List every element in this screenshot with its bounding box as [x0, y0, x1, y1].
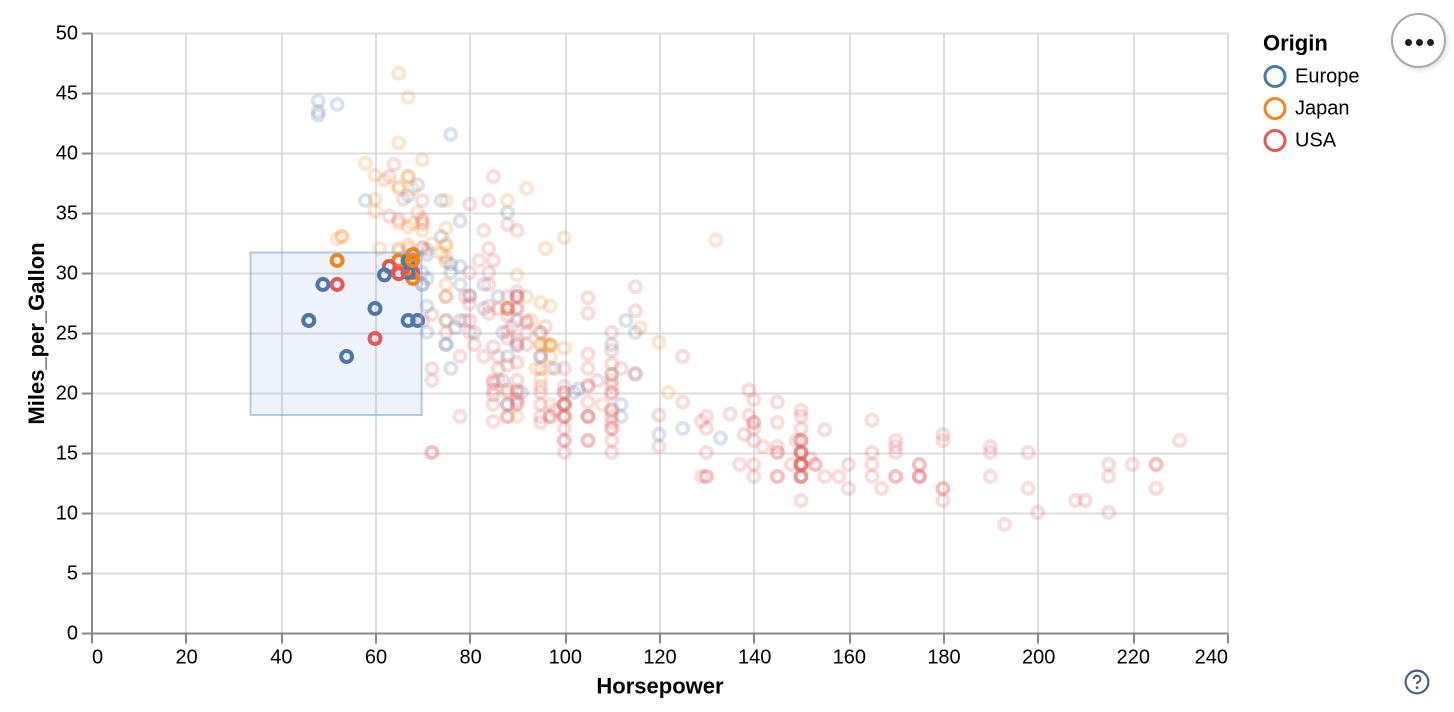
svg-text:Miles_per_Gallon: Miles_per_Gallon — [24, 242, 49, 424]
svg-text:180: 180 — [927, 647, 960, 669]
svg-text:0: 0 — [67, 623, 78, 645]
svg-text:Japan: Japan — [1295, 98, 1350, 120]
svg-text:5: 5 — [67, 563, 78, 585]
svg-text:35: 35 — [56, 203, 78, 225]
svg-text:200: 200 — [1022, 647, 1055, 669]
svg-text:0: 0 — [92, 647, 103, 669]
svg-text:15: 15 — [56, 443, 78, 465]
svg-text:40: 40 — [56, 143, 78, 165]
svg-text:45: 45 — [56, 83, 78, 105]
svg-text:160: 160 — [833, 647, 866, 669]
svg-text:Europe: Europe — [1295, 66, 1360, 88]
svg-text:50: 50 — [56, 23, 78, 45]
svg-text:220: 220 — [1117, 647, 1150, 669]
svg-text:USA: USA — [1295, 130, 1337, 152]
svg-text:40: 40 — [270, 647, 292, 669]
svg-text:10: 10 — [56, 503, 78, 525]
svg-text:80: 80 — [460, 647, 482, 669]
svg-text:60: 60 — [365, 647, 387, 669]
svg-text:120: 120 — [643, 647, 676, 669]
svg-text:100: 100 — [549, 647, 582, 669]
svg-text:30: 30 — [56, 263, 78, 285]
svg-text:20: 20 — [56, 383, 78, 405]
svg-text:Origin: Origin — [1263, 31, 1328, 56]
svg-text:240: 240 — [1195, 647, 1228, 669]
svg-text:25: 25 — [56, 323, 78, 345]
svg-text:Horsepower: Horsepower — [596, 674, 724, 699]
svg-text:140: 140 — [738, 647, 771, 669]
svg-text:20: 20 — [176, 647, 198, 669]
